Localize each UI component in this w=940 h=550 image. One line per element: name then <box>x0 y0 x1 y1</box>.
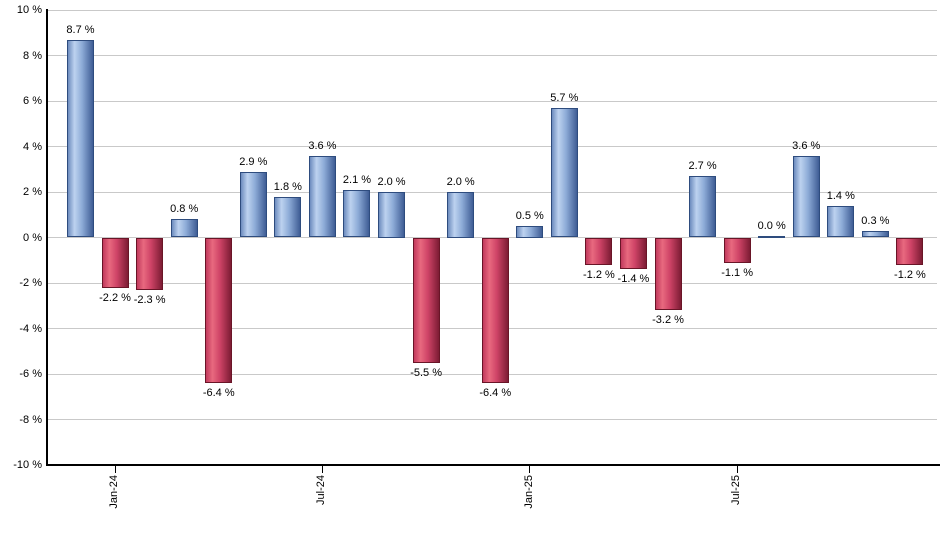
gridline <box>47 100 937 102</box>
y-axis-tick-label: -4 % <box>19 322 42 335</box>
bar-value-label: 2.1 % <box>342 173 372 186</box>
gridline <box>47 146 937 147</box>
bar-Dec-23[interactable] <box>67 39 94 238</box>
bar-Mar-24[interactable] <box>170 219 198 238</box>
y-axis-tick-label: 4 % <box>23 140 42 153</box>
bar-Feb-24[interactable] <box>136 237 164 290</box>
y-axis-tick-label: 2 % <box>23 186 42 198</box>
bar-Nov-25[interactable] <box>861 230 889 238</box>
bar-Apr-24[interactable] <box>205 237 233 384</box>
x-axis-tick-label: Jul-25 <box>730 475 743 505</box>
bar-Nov-24[interactable] <box>447 192 475 238</box>
y-axis-line <box>46 9 48 466</box>
bar-Aug-25[interactable] <box>758 235 786 238</box>
bar-Jun-24[interactable] <box>274 196 302 238</box>
bar-value-label: 2.0 % <box>377 176 406 188</box>
bar-Jan-25[interactable] <box>516 226 544 238</box>
x-axis-tick <box>529 466 531 473</box>
bar-Feb-25[interactable] <box>550 107 578 238</box>
gridline <box>47 191 937 193</box>
bar-value-label: 0.8 % <box>170 203 199 216</box>
bar-value-label: 3.6 % <box>792 139 821 152</box>
bar-Dec-24[interactable] <box>481 237 509 384</box>
bar-value-label: -1.4 % <box>617 273 650 286</box>
y-axis-tick-label: 0 % <box>23 231 42 244</box>
bar-May-25[interactable] <box>654 237 682 311</box>
bar-value-label: 0.0 % <box>757 219 786 232</box>
y-axis-tick-label: 8 % <box>23 49 42 62</box>
bar-value-label: 1.4 % <box>826 189 855 202</box>
bar-value-label: 0.3 % <box>861 214 890 227</box>
bar-value-label: -5.5 % <box>410 366 442 379</box>
bar-Mar-25[interactable] <box>585 237 613 265</box>
x-axis-tick-label: Jan-24 <box>108 475 121 509</box>
gridline <box>47 419 937 420</box>
bar-value-label: 2.7 % <box>688 160 717 173</box>
y-axis-tick-label: 6 % <box>23 95 42 107</box>
bar-value-label: -2.2 % <box>99 291 131 304</box>
x-axis-tick-label: Jan-25 <box>522 475 535 509</box>
bar-value-label: 1.8 % <box>273 180 302 193</box>
bar-value-label: -1.2 % <box>894 268 926 281</box>
bar-value-label: -1.1 % <box>721 266 754 279</box>
y-axis-tick-label: -6 % <box>19 368 42 380</box>
bar-value-label: -6.4 % <box>202 387 235 400</box>
bar-Sep-24[interactable] <box>378 192 406 238</box>
bar-Oct-25[interactable] <box>827 205 855 238</box>
bar-Aug-24[interactable] <box>343 189 371 238</box>
bar-Oct-24[interactable] <box>412 237 440 363</box>
bar-value-label: 3.6 % <box>308 139 337 152</box>
bar-Jan-24[interactable] <box>101 237 129 288</box>
bar-value-label: 2.9 % <box>239 155 268 168</box>
x-axis-line <box>46 464 940 466</box>
y-axis-tick-label: -10 % <box>13 459 42 471</box>
x-axis-tick <box>321 466 323 473</box>
x-axis-tick <box>114 466 116 473</box>
bar-value-label: -3.2 % <box>652 314 684 327</box>
bar-value-label: -6.4 % <box>479 387 512 400</box>
y-axis-tick-label: 10 % <box>16 4 42 16</box>
bar-value-label: 2.0 % <box>446 176 475 188</box>
bar-Sep-25[interactable] <box>792 155 820 238</box>
bar-value-label: -2.3 % <box>133 293 166 306</box>
gridline <box>47 55 937 56</box>
bar-Jul-24[interactable] <box>308 155 336 238</box>
bar-value-label: -1.2 % <box>582 268 615 281</box>
gridline <box>47 9 937 11</box>
bar-value-label: 0.5 % <box>515 210 544 223</box>
y-axis-tick-label: -8 % <box>19 413 42 426</box>
bar-May-24[interactable] <box>239 171 267 238</box>
bar-Apr-25[interactable] <box>619 237 647 270</box>
bar-Jun-25[interactable] <box>689 176 717 238</box>
bar-value-label: 5.7 % <box>550 91 579 104</box>
x-axis-tick <box>736 466 738 473</box>
x-axis-tick-label: Jul-24 <box>315 475 328 505</box>
y-axis-tick-label: -2 % <box>19 277 42 289</box>
bar-value-label: 8.7 % <box>66 23 95 36</box>
bar-Dec-25[interactable] <box>896 237 924 265</box>
bar-Jul-25[interactable] <box>723 237 751 263</box>
